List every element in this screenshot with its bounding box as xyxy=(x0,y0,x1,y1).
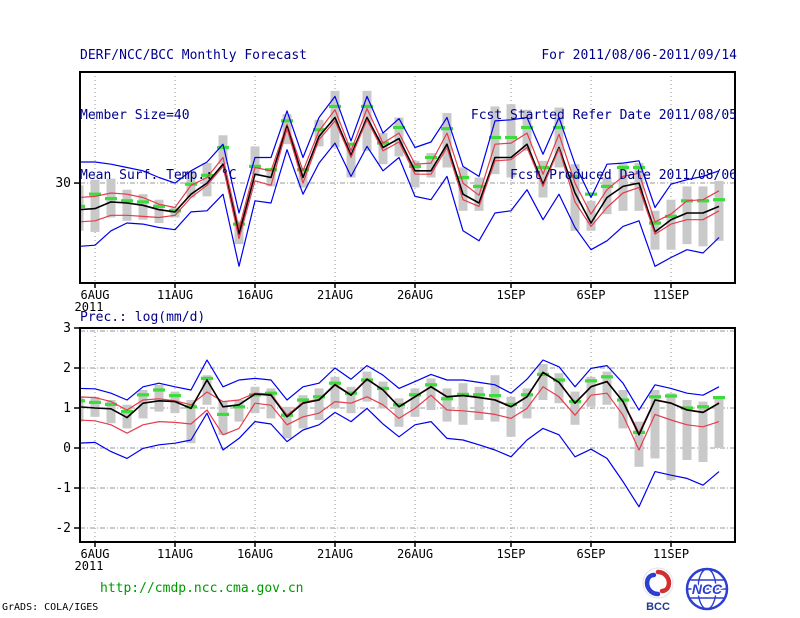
x-tick-label: 16AUG xyxy=(237,288,273,302)
series-ensemble-mean-black xyxy=(80,116,720,235)
y-tick-label: 0 xyxy=(63,441,71,456)
bcc-logo: BCC xyxy=(642,567,674,612)
series-upper-spread-red xyxy=(80,107,720,230)
x-tick-label: 1SEP xyxy=(497,288,526,302)
x-tick-label: 11SEP xyxy=(653,288,689,302)
series-envelope-min-blue xyxy=(80,142,720,267)
plot-frame xyxy=(79,71,736,284)
temp-chart-title: Mean Surf. Temp.: °C xyxy=(80,168,237,183)
forecast-period-label: For 2011/08/06-2011/09/14 xyxy=(541,48,737,63)
series-envelope-min-blue xyxy=(80,407,720,508)
series-lower-spread-red xyxy=(80,386,720,451)
x-tick-label: 6SEP xyxy=(577,547,606,561)
y-tick-label: -1 xyxy=(55,481,71,496)
header-left: DERF/NCC/BCC Monthly Forecast Member Siz… xyxy=(80,6,307,226)
ncc-logo: NCC xyxy=(685,567,729,611)
y-tick-label: 3 xyxy=(63,321,71,336)
fcst-produced-label: Fcst Produced Date 2011/08/06 xyxy=(510,168,737,183)
y-tick-label: -2 xyxy=(55,521,71,536)
page-title: DERF/NCC/BCC Monthly Forecast xyxy=(80,48,307,63)
fcst-started-label: Fcst Started Refer Date 2011/08/05 xyxy=(470,108,737,123)
gridlines xyxy=(80,328,735,542)
x-tick-label: 26AUG xyxy=(397,547,433,561)
x-tick-label: 26AUG xyxy=(397,288,433,302)
plot-frame xyxy=(79,327,736,543)
bcc-logo-blue-swirl xyxy=(644,572,661,597)
bcc-logo-text: BCC xyxy=(646,601,670,612)
x-tick-label: 1SEP xyxy=(497,547,526,561)
header-right: For 2011/08/06-2011/09/14 Fcst Started R… xyxy=(471,6,737,226)
series-envelope-max-blue xyxy=(80,359,720,411)
series-envelope-max-blue xyxy=(80,95,720,214)
y-tick-label: 30 xyxy=(55,176,71,191)
x-tick-year-label: 2011 xyxy=(75,300,104,314)
x-tick-label: 6SEP xyxy=(577,288,606,302)
x-tick-label: 11AUG xyxy=(157,547,193,561)
series-lower-spread-red xyxy=(80,119,720,240)
series-ensemble-mean-black xyxy=(80,371,720,436)
ncc-logo-text: NCC xyxy=(692,581,723,597)
x-tick-label: 6AUG xyxy=(81,288,110,302)
gridlines xyxy=(80,72,735,283)
grads-credit: GrADS: COLA/IGES xyxy=(2,602,99,613)
member-size-label: Member Size=40 xyxy=(80,108,190,123)
x-tick-label: 16AUG xyxy=(237,547,273,561)
website-url: http://cmdp.ncc.cma.gov.cn xyxy=(100,581,304,596)
x-tick-label: 11SEP xyxy=(653,547,689,561)
x-tick-year-label: 2011 xyxy=(75,559,104,573)
y-tick-label: 2 xyxy=(63,361,71,376)
precip-chart-title: Prec.: log(mm/d) xyxy=(80,310,206,325)
bcc-logo-red-swirl xyxy=(655,569,672,594)
x-tick-label: 11AUG xyxy=(157,288,193,302)
x-tick-label: 6AUG xyxy=(81,547,110,561)
x-tick-label: 21AUG xyxy=(317,288,353,302)
y-tick-label: 1 xyxy=(63,401,71,416)
x-tick-label: 21AUG xyxy=(317,547,353,561)
